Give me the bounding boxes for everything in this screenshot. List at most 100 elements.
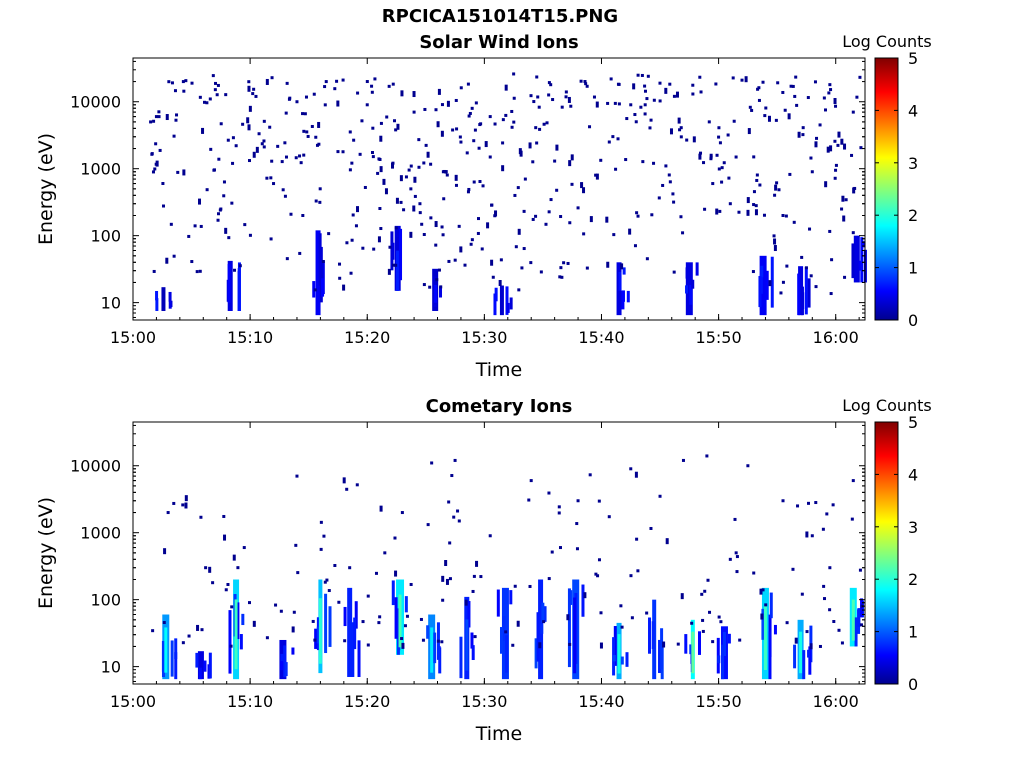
data-cell	[429, 162, 433, 166]
data-cell	[454, 174, 458, 181]
data-cell	[385, 115, 389, 119]
data-cell	[354, 224, 358, 228]
data-cell	[162, 204, 166, 208]
data-cell	[814, 501, 818, 505]
data-cell	[679, 126, 683, 130]
data-cell	[490, 259, 494, 266]
data-cell	[568, 221, 572, 225]
data-cell	[697, 631, 701, 655]
data-cell	[176, 170, 180, 174]
data-cell	[788, 172, 792, 176]
data-cell	[417, 165, 421, 169]
data-cell	[781, 90, 785, 94]
data-cell	[391, 162, 395, 169]
data-cell	[229, 644, 233, 648]
data-cell	[478, 180, 482, 184]
data-column	[759, 255, 767, 316]
data-point	[208, 97, 212, 101]
data-cell	[301, 112, 305, 116]
data-cell	[773, 193, 777, 197]
data-cell	[589, 216, 593, 223]
data-cell	[394, 263, 398, 267]
data-cell	[678, 128, 682, 132]
data-point	[746, 464, 750, 468]
data-cell	[153, 167, 157, 171]
data-cell	[583, 592, 587, 599]
data-cell	[703, 589, 707, 593]
data-cell	[801, 133, 805, 137]
data-cell	[184, 495, 188, 502]
data-cell	[243, 223, 247, 227]
data-point	[383, 551, 387, 555]
data-cell	[252, 87, 256, 91]
data-cell	[391, 580, 395, 606]
data-cell	[323, 85, 327, 89]
data-cell	[773, 624, 777, 635]
data-cell	[720, 180, 724, 184]
data-point	[418, 202, 422, 206]
data-cell	[305, 130, 309, 134]
data-point	[412, 110, 416, 114]
data-cell	[387, 84, 391, 88]
data-cell	[750, 108, 754, 112]
data-column	[161, 287, 166, 311]
data-cell	[701, 629, 705, 633]
data-cell	[859, 146, 863, 150]
data-cell	[211, 581, 215, 585]
colorbar-tick-label: 2	[908, 206, 918, 225]
data-point	[734, 551, 738, 555]
data-cell	[664, 87, 668, 94]
data-cell	[321, 261, 325, 295]
data-cell	[470, 238, 474, 242]
data-cell	[486, 222, 490, 229]
data-points	[149, 72, 863, 296]
data-cell	[306, 134, 310, 138]
data-cell	[831, 503, 835, 507]
data-cell	[501, 141, 505, 145]
data-cell	[800, 255, 804, 259]
data-cell	[620, 625, 624, 629]
data-cell	[434, 243, 438, 247]
data-cell	[821, 527, 825, 531]
data-cell	[252, 620, 256, 627]
data-cell	[187, 634, 191, 638]
data-cell	[765, 270, 769, 300]
data-cell	[566, 614, 570, 621]
x-tick-label: 15:00	[110, 328, 156, 347]
data-point	[488, 115, 492, 119]
data-cell	[262, 145, 266, 149]
data-cell	[818, 123, 822, 127]
data-cell	[755, 173, 759, 177]
data-cell	[371, 155, 375, 159]
data-cell	[632, 83, 636, 90]
data-cell	[158, 148, 162, 152]
data-cell	[520, 266, 524, 270]
data-cell	[536, 612, 540, 662]
data-cell	[494, 210, 498, 217]
data-cell	[555, 188, 559, 192]
data-cell	[455, 127, 459, 131]
data-cell	[269, 237, 273, 241]
data-cell	[413, 176, 417, 183]
data-cell	[429, 216, 433, 220]
data-cell	[569, 104, 573, 108]
data-cell	[409, 164, 413, 168]
data-cell	[299, 161, 303, 165]
data-column	[501, 587, 509, 680]
data-cell	[701, 618, 705, 622]
data-cell	[302, 153, 306, 157]
data-cell	[224, 227, 228, 234]
data-cell	[284, 111, 288, 115]
data-cell	[358, 152, 362, 156]
data-cell	[345, 487, 349, 491]
data-cell	[283, 645, 287, 678]
data-cell	[793, 644, 797, 669]
data-cell	[348, 168, 352, 172]
data-cell	[769, 592, 773, 619]
data-cell	[505, 286, 509, 315]
data-cell	[691, 279, 695, 289]
data-cell	[629, 574, 633, 578]
data-cell	[198, 667, 202, 680]
data-cell	[343, 606, 347, 627]
data-cell	[437, 88, 441, 95]
